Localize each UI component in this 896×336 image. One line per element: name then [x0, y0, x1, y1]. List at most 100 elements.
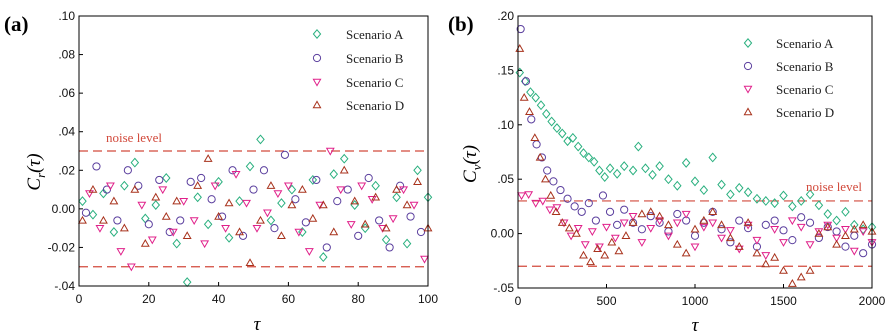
- panel-b-point-scenario-c: [690, 243, 700, 252]
- panel-a-x-tick-label: 100: [418, 292, 438, 306]
- panel-b-point-scenario-c: [770, 226, 780, 234]
- panel-a-point-scenario-b: [81, 208, 91, 217]
- panel-b-point-scenario-d: [621, 231, 631, 239]
- panel-b-point-scenario-a: [788, 201, 797, 212]
- panel-a-point-scenario-d: [371, 192, 381, 201]
- panel-b-point-scenario-b: [744, 224, 753, 233]
- panel-a-point-scenario-c: [126, 263, 136, 272]
- panel-b-point-scenario-b: [591, 216, 600, 225]
- panel-b-legend-marker-scenario-d: [743, 107, 753, 116]
- panel-b-point-scenario-c: [752, 236, 762, 245]
- panel-b-point-scenario-b: [527, 115, 536, 124]
- panel-b-point-scenario-a: [734, 182, 744, 193]
- panel-b-x-tick-label: 1000: [682, 294, 709, 308]
- panel-a-point-scenario-c: [147, 236, 157, 245]
- panel-a-point-scenario-b: [364, 173, 373, 183]
- panel-b-point-scenario-c: [805, 241, 815, 250]
- panel-a-point-scenario-d: [109, 196, 119, 205]
- panel-b-point-scenario-a: [531, 92, 540, 103]
- panel-a-point-scenario-b: [312, 175, 321, 185]
- panel-b-point-scenario-d: [858, 220, 868, 229]
- panel-a-x-axis-label: τ: [254, 314, 262, 335]
- panel-a-point-scenario-c: [304, 248, 314, 256]
- panel-a-point-scenario-d: [214, 211, 224, 220]
- panel-a-legend-marker-scenario-d: [312, 100, 322, 109]
- panel-b-point-scenario-b: [717, 225, 726, 234]
- panel-b-point-scenario-d: [779, 265, 788, 274]
- panel-a-point-scenario-d: [392, 184, 402, 193]
- panel-b-point-scenario-b: [563, 194, 572, 203]
- panel-a-point-scenario-c: [283, 182, 293, 191]
- panel-a-point-scenario-d: [381, 223, 391, 232]
- panel-b-point-scenario-c: [663, 232, 673, 241]
- panel-b-point-scenario-c: [796, 223, 806, 232]
- panel-a-point-scenario-d: [235, 227, 245, 236]
- panel-a-point-scenario-c: [399, 186, 409, 195]
- panel-b-point-scenario-c: [619, 219, 629, 228]
- panel-a-point-scenario-a: [266, 215, 276, 226]
- panel-a-legend-entry-b: Scenario B: [346, 51, 404, 66]
- panel-a-y-axis-label: Cr(τ): [24, 153, 48, 190]
- panel-b-point-scenario-a: [563, 136, 572, 147]
- panel-b-point-scenario-c: [849, 247, 859, 256]
- panel-b-point-scenario-d: [515, 44, 525, 52]
- panel-a-point-scenario-d: [297, 184, 307, 193]
- panel-b-point-scenario-a: [573, 141, 583, 152]
- panel-b-point-scenario-a: [568, 132, 578, 143]
- panel-a-point-scenario-d: [329, 227, 339, 236]
- panel-b-plot-area: [515, 24, 877, 287]
- panel-a-point-scenario-b: [343, 185, 352, 194]
- panel-a-axes: -.04 -0.02 0.00 .02 .04 .06 .08 .10 0 20 40 60 80 100: [48, 9, 439, 306]
- panel-b-y-axis-label-arg: (τ): [460, 145, 481, 164]
- panel-b-point-scenario-b: [543, 166, 552, 175]
- panel-a-point-scenario-a: [392, 192, 401, 203]
- panel-a-x-tick-label: 80: [352, 292, 366, 306]
- panel-b-point-scenario-c: [545, 206, 555, 215]
- panel-b-point-scenario-d: [734, 242, 744, 250]
- panel-b-point-scenario-d: [607, 237, 617, 246]
- panel-b-point-scenario-b: [779, 226, 788, 235]
- panel-b-point-scenario-c: [587, 228, 597, 237]
- panel-b-point-scenario-d: [530, 133, 540, 142]
- panel-b-point-scenario-d: [725, 233, 735, 242]
- panel-a-point-scenario-c: [105, 182, 115, 191]
- panel-a-point-scenario-b: [416, 227, 426, 237]
- panel-b-point-scenario-d: [540, 174, 550, 183]
- panel-b-point-scenario-a: [805, 189, 815, 200]
- panel-a-point-scenario-c: [357, 182, 367, 191]
- panel-b-point-scenario-b: [521, 77, 531, 86]
- panel-b-point-scenario-a: [726, 189, 735, 200]
- panel-b-point-scenario-a: [814, 200, 824, 211]
- panel-b-point-scenario-c: [594, 243, 604, 252]
- panel-b-point-scenario-b: [516, 24, 525, 34]
- panel-b-point-scenario-a: [579, 148, 588, 159]
- panel-b-point-scenario-d: [770, 252, 780, 261]
- panel-a-point-scenario-b: [207, 195, 216, 204]
- panel-a-point-scenario-a: [161, 173, 171, 183]
- panel-a-point-scenario-c: [137, 201, 147, 210]
- panel-a-legend-entry-c: Scenario C: [346, 75, 403, 90]
- panel-a-plot-area: [78, 134, 433, 288]
- panel-b-point-scenario-d: [743, 218, 753, 226]
- panel-a-point-scenario-a: [413, 165, 422, 176]
- panel-b-point-scenario-c: [628, 212, 638, 221]
- panel-a-point-scenario-d: [203, 154, 213, 162]
- panel-b-point-scenario-d: [849, 224, 859, 233]
- panel-b-point-scenario-d: [814, 228, 824, 237]
- panel-a-point-scenario-d: [287, 200, 297, 209]
- panel-a-point-scenario-c: [273, 190, 283, 199]
- panel-a-point-scenario-a: [130, 157, 140, 168]
- panel-a-point-scenario-a: [298, 227, 307, 237]
- panel-a-point-scenario-b: [249, 185, 258, 194]
- panel-b-point-scenario-a: [752, 193, 762, 204]
- panel-a-point-scenario-b: [270, 224, 279, 233]
- panel-b-point-scenario-a: [770, 198, 779, 209]
- panel-b-legend-entry-b: Scenario B: [776, 59, 834, 74]
- panel-a-point-scenario-d: [193, 181, 203, 189]
- panel-a-point-scenario-d: [88, 184, 98, 193]
- panel-b-point-scenario-d: [571, 228, 581, 237]
- panel-b-point-scenario-d: [519, 92, 529, 101]
- panel-b-point-scenario-a: [595, 165, 604, 176]
- panel-a-point-scenario-d: [256, 215, 265, 224]
- panel-b-point-scenario-c: [717, 234, 727, 243]
